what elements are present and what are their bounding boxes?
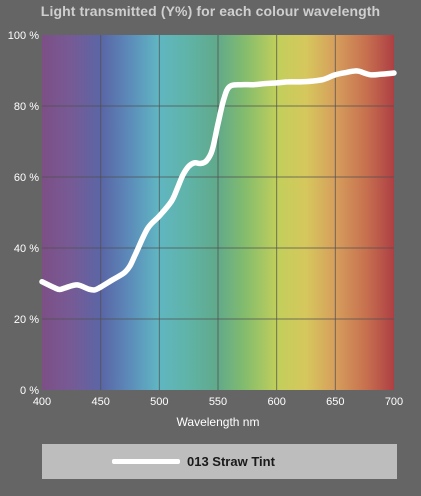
series-line: [39, 68, 397, 293]
legend-label: 013 Straw Tint: [187, 454, 275, 469]
x-axis-label: Wavelength nm: [177, 415, 260, 429]
series: [39, 68, 397, 293]
y-axis: 0 % 20 % 40 % 60 % 80 % 100 %: [8, 30, 39, 397]
y-tick-label: 100 %: [8, 30, 39, 42]
y-tick-label: 20 %: [14, 314, 39, 326]
y-tick-label: 0 %: [20, 385, 39, 397]
x-axis: 400 450 500 550 600 650 700: [33, 396, 403, 408]
x-tick-label: 550: [209, 396, 227, 408]
x-tick-label: 650: [326, 396, 344, 408]
y-tick-label: 80 %: [14, 101, 39, 113]
chart-title: Light transmitted (Y%) for each colour w…: [40, 3, 381, 19]
y-tick-label: 40 %: [14, 243, 39, 255]
x-tick-label: 500: [150, 396, 168, 408]
chart-plot: 0 % 20 % 40 % 60 % 80 % 100 % 400 450 500 550 600…: [8, 30, 403, 429]
legend-swatch: [112, 459, 180, 464]
x-tick-label: 700: [385, 396, 403, 408]
legend: 013 Straw Tint: [42, 444, 397, 479]
x-tick-label: 450: [91, 396, 109, 408]
x-tick-label: 400: [33, 396, 51, 408]
y-tick-label: 60 %: [14, 172, 39, 184]
x-tick-label: 600: [267, 396, 285, 408]
